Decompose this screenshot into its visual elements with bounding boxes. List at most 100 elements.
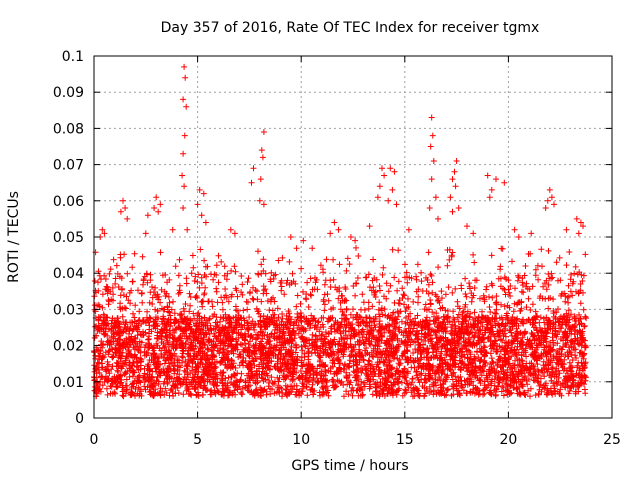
- data-point: [180, 391, 187, 398]
- data-point: [272, 346, 279, 353]
- data-point: [458, 285, 465, 292]
- data-point: [486, 304, 493, 310]
- data-point: [271, 390, 278, 397]
- data-point: [244, 319, 250, 326]
- data-point: [238, 273, 245, 279]
- data-point: [166, 299, 173, 306]
- data-point: [310, 391, 317, 398]
- data-point: [97, 348, 104, 354]
- data-point: [234, 293, 241, 300]
- data-point: [410, 325, 417, 332]
- data-point: [455, 311, 462, 318]
- data-point: [389, 246, 396, 253]
- data-point: [572, 335, 579, 342]
- data-point: [124, 270, 131, 277]
- data-point: [395, 278, 402, 285]
- data-point: [107, 266, 114, 273]
- data-point: [497, 336, 504, 343]
- data-point: [194, 278, 201, 285]
- data-point: [402, 308, 409, 315]
- data-point: [300, 288, 306, 295]
- data-point: [109, 353, 115, 360]
- data-point: [491, 342, 498, 348]
- data-point: [325, 297, 332, 304]
- data-point: [396, 356, 403, 363]
- data-point: [581, 322, 588, 329]
- data-point: [498, 301, 504, 308]
- data-point: [175, 290, 182, 297]
- data-point: [258, 356, 265, 363]
- data-point: [452, 322, 459, 329]
- data-point: [360, 356, 367, 363]
- data-point: [179, 353, 185, 360]
- data-point: [304, 392, 311, 399]
- data-point: [506, 319, 513, 326]
- data-point: [290, 376, 297, 383]
- data-point: [326, 353, 333, 360]
- data-point: [433, 382, 439, 389]
- data-point: [327, 345, 334, 352]
- data-point: [442, 291, 449, 298]
- data-point: [425, 249, 432, 256]
- data-point: [340, 353, 347, 360]
- data-point: [91, 278, 98, 284]
- data-point: [518, 298, 525, 305]
- data-point: [512, 350, 519, 357]
- data-point: [219, 306, 226, 313]
- data-point: [217, 318, 223, 325]
- data-point: [153, 377, 160, 384]
- data-point: [454, 298, 461, 305]
- data-point: [99, 291, 106, 298]
- data-point: [402, 261, 408, 268]
- data-point: [170, 298, 176, 305]
- data-point: [514, 386, 521, 393]
- data-point: [222, 286, 229, 292]
- data-point: [202, 284, 209, 291]
- data-point: [214, 319, 221, 326]
- data-point: [304, 279, 311, 286]
- data-point: [167, 367, 174, 373]
- data-point: [404, 279, 411, 286]
- data-point: [250, 296, 257, 303]
- data-point: [198, 315, 205, 322]
- data-point: [538, 367, 545, 374]
- data-point: [466, 335, 472, 342]
- data-point: [191, 278, 198, 284]
- data-point: [534, 361, 541, 368]
- data-point: [264, 298, 271, 304]
- data-point: [309, 245, 316, 252]
- data-point: [465, 347, 472, 354]
- data-point: [418, 269, 425, 276]
- data-point: [164, 380, 171, 387]
- data-point: [286, 258, 293, 265]
- data-point: [221, 263, 228, 270]
- data-point: [497, 266, 504, 273]
- data-point: [327, 365, 334, 371]
- data-point: [294, 292, 301, 299]
- data-point: [172, 263, 179, 270]
- data-point: [497, 348, 504, 355]
- data-point: [246, 290, 253, 297]
- data-point: [554, 349, 561, 356]
- data-point: [345, 391, 352, 398]
- data-point: [209, 313, 216, 320]
- data-point: [415, 299, 421, 306]
- data-point: [158, 286, 165, 293]
- data-point: [449, 249, 456, 256]
- data-point: [325, 330, 332, 337]
- data-point: [215, 252, 222, 259]
- data-point: [188, 270, 195, 277]
- data-point: [258, 298, 265, 305]
- data-point: [379, 385, 386, 392]
- data-point: [450, 308, 457, 315]
- data-point: [514, 277, 521, 284]
- data-point: [343, 388, 350, 395]
- data-point: [147, 289, 154, 296]
- data-point: [363, 345, 370, 351]
- data-point: [171, 329, 178, 336]
- data-point: [225, 350, 232, 356]
- data-point: [180, 354, 186, 361]
- data-point: [245, 275, 252, 282]
- data-point: [500, 392, 507, 399]
